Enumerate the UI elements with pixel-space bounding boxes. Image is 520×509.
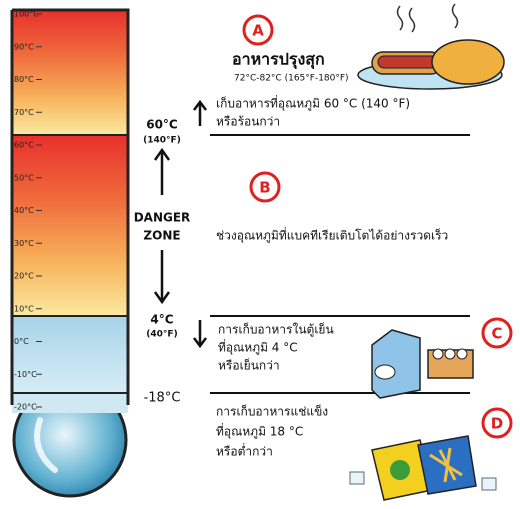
temp-label-f: (140°F)	[143, 136, 181, 146]
section-text: ที่อุณหภูมิ 4 °C	[218, 339, 298, 356]
temp-label-f: (40°F)	[146, 330, 177, 340]
temp-label: -18°C	[144, 391, 181, 406]
scale-label: 40°C	[14, 206, 34, 215]
badge-letter: C	[491, 325, 502, 343]
scale-label: 10°C	[14, 304, 34, 313]
danger-label: DANGER	[134, 211, 191, 225]
scale-label: 20°C	[14, 272, 34, 281]
scale-label: 70°C	[14, 108, 34, 117]
scale-label: 90°C	[14, 42, 34, 51]
food-temperature-diagram: 100°C 90°C 80°C 70°C 60°C 50°C 40°C 30°C 20°C 10°…	[0, 0, 520, 509]
scale-label: 100°C	[14, 10, 39, 19]
scale-label: 60°C	[14, 141, 34, 150]
scale-label: 80°C	[14, 75, 34, 84]
section-text: เก็บอาหารที่อุณหภูมิ 60 °C (140 °F)	[216, 95, 410, 112]
section-text: หรือต่ำกว่า	[216, 443, 273, 459]
section-text: การเก็บอาหารแช่แข็ง	[216, 404, 328, 419]
cooked-food-illustration	[358, 4, 504, 89]
badge-letter: A	[252, 22, 264, 40]
badge-letter: B	[259, 179, 270, 197]
badge-letter: D	[491, 415, 503, 433]
section-text: ที่อุณหภูมิ 18 °C	[216, 423, 303, 440]
section-subtitle: 72°C-82°C (165°F-180°F)	[234, 74, 349, 84]
scale-label: 30°C	[14, 239, 34, 248]
scale-label: 0°C	[14, 337, 29, 346]
arrow-down	[194, 320, 206, 346]
scale-label: -10°C	[14, 370, 37, 379]
danger-label: ZONE	[143, 229, 180, 243]
temp-label: 4°C	[150, 313, 173, 327]
section-text: การเก็บอาหารในตู้เย็น	[218, 322, 334, 338]
scale-label: 50°C	[14, 173, 34, 182]
danger-zone-fill	[12, 135, 128, 316]
temp-label: 60°C	[146, 118, 178, 132]
section-text: หรือร้อนกว่า	[216, 115, 280, 129]
section-title: อาหารปรุงสุก	[232, 50, 325, 70]
scale-label: -20°C	[14, 403, 37, 412]
arrow-down	[155, 250, 169, 302]
frozen-food-illustration	[350, 436, 496, 500]
cold-zone	[12, 316, 128, 393]
arrow-up	[155, 150, 169, 195]
arrow-up	[194, 102, 206, 126]
section-text: หรือเย็นกว่า	[218, 358, 280, 373]
fridge-food-illustration	[372, 330, 473, 398]
section-text: ช่วงอุณหภูมิที่แบคทีเรียเติบโตได้อย่างรว…	[216, 227, 448, 244]
